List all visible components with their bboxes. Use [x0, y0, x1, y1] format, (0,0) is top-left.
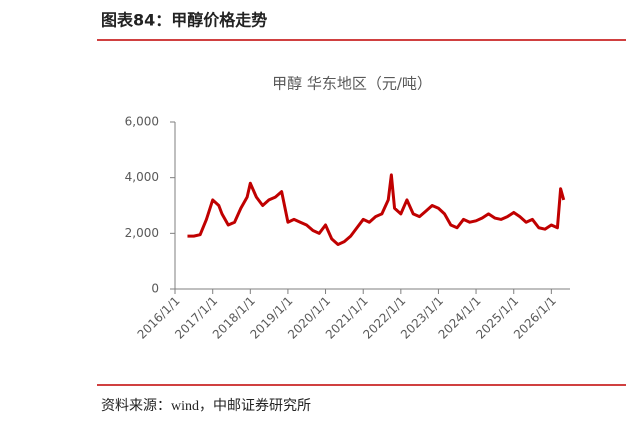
y-tick-label: 4,000 — [125, 170, 159, 184]
y-tick-label: 2,000 — [125, 226, 159, 240]
chart-title: 甲醇 华东地区（元/吨） — [272, 75, 432, 93]
figure-title: 图表84：甲醇价格走势 — [101, 11, 267, 30]
source-note: 资料来源：wind，中邮证券研究所 — [101, 398, 311, 414]
price-line — [187, 173, 566, 246]
y-tick-label: 6,000 — [125, 115, 159, 129]
y-tick-label: 0 — [151, 282, 159, 296]
